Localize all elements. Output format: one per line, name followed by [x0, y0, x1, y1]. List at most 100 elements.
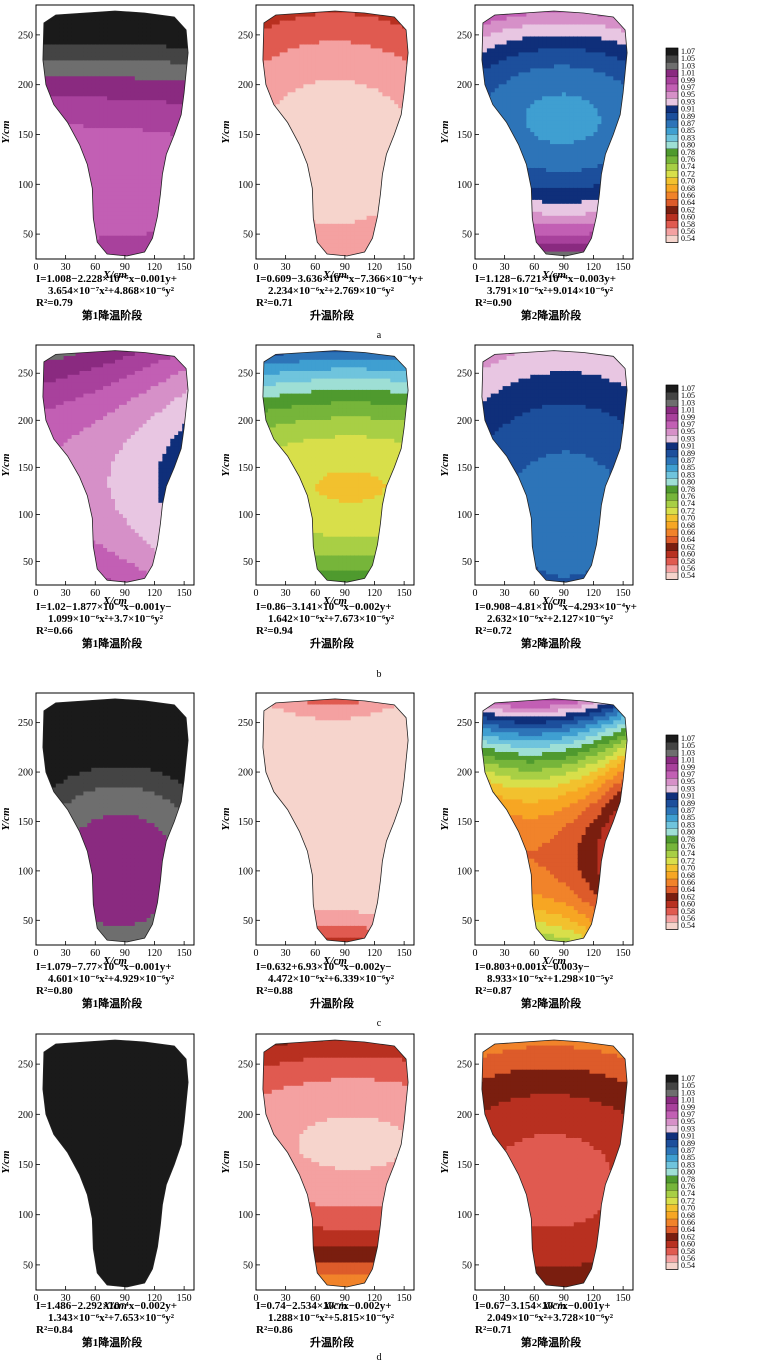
contour-cell	[331, 171, 336, 176]
contour-cell	[166, 19, 171, 25]
contour-cell	[315, 59, 320, 65]
contour-cell	[178, 231, 183, 236]
contour-cell	[130, 171, 136, 176]
contour-cell	[362, 63, 368, 69]
contour-cell	[182, 227, 187, 232]
contour-cell	[170, 191, 175, 196]
contour-cell	[307, 59, 312, 65]
contour-cell	[267, 35, 273, 41]
contour-cell	[386, 247, 391, 252]
contour-cell	[287, 139, 293, 145]
contour-cell	[283, 235, 289, 240]
contour-cell	[150, 47, 156, 53]
contour-cell	[335, 247, 340, 252]
contour-cell	[138, 107, 144, 113]
contour-cell	[99, 251, 104, 256]
contour-cell	[346, 12, 352, 17]
contour-cell	[170, 155, 175, 160]
contour-cell	[130, 151, 136, 156]
contour-cell	[386, 79, 391, 85]
contour-cell	[295, 147, 300, 152]
contour-cell	[338, 75, 344, 81]
contour-cell	[299, 155, 304, 160]
contour-cell	[299, 175, 304, 180]
contour-cell	[271, 31, 277, 37]
contour-cell	[36, 80, 41, 85]
contour-cell	[279, 75, 285, 81]
contour-cell	[358, 139, 364, 145]
contour-cell	[370, 91, 376, 97]
contour-cell	[79, 191, 85, 196]
contour-cell	[350, 215, 356, 220]
contour-cell	[335, 235, 340, 240]
contour-cell	[150, 39, 156, 45]
contour-cell	[366, 171, 372, 176]
contour-cell	[130, 175, 136, 180]
contour-cell	[374, 119, 379, 125]
contour-cell	[366, 175, 372, 180]
contour-cell	[386, 203, 391, 208]
contour-cell	[142, 211, 148, 216]
contour-cell	[256, 251, 261, 256]
contour-cell	[295, 83, 300, 89]
contour-cell	[170, 143, 175, 149]
contour-cell	[350, 127, 356, 133]
contour-cell	[346, 51, 352, 57]
contour-cell	[51, 211, 57, 216]
contour-cell	[291, 16, 297, 21]
contour-cell	[346, 31, 352, 37]
contour-cell	[142, 12, 148, 17]
contour-cell	[366, 203, 372, 208]
contour-cell	[390, 195, 395, 200]
contour-cell	[186, 95, 189, 101]
contour-cell	[370, 103, 376, 109]
contour-cell	[154, 23, 159, 29]
contour-cell	[75, 12, 81, 17]
contour-cell	[382, 27, 387, 33]
contour-cell	[154, 119, 159, 125]
contour-cell	[130, 39, 136, 45]
contour-cell	[79, 219, 85, 224]
contour-cell	[146, 67, 152, 73]
contour-cell	[382, 147, 387, 152]
contour-cell	[331, 187, 336, 192]
contour-cell	[138, 231, 144, 236]
contour-cell	[315, 107, 320, 113]
contour-cell	[303, 79, 308, 85]
contour-cell	[338, 47, 344, 53]
contour-cell	[267, 59, 273, 65]
contour-cell	[126, 175, 132, 180]
contour-cell	[390, 163, 395, 168]
contour-cell	[43, 95, 49, 101]
contour-cell	[303, 119, 308, 125]
contour-cell	[342, 151, 348, 156]
contour-cell	[134, 211, 140, 216]
contour-cell	[59, 51, 65, 57]
contour-cell	[402, 127, 407, 133]
contour-cell	[182, 155, 187, 160]
contour-cell	[36, 108, 41, 113]
contour-cell	[59, 71, 65, 77]
contour-cell	[303, 31, 308, 37]
contour-cell	[378, 11, 383, 13]
contour-cell	[362, 151, 368, 156]
contour-cell	[271, 39, 277, 45]
contour-cell	[370, 31, 376, 37]
contour-cell	[370, 147, 376, 152]
contour-cell	[174, 215, 179, 220]
contour-cell	[130, 219, 136, 224]
contour-cell	[315, 147, 320, 152]
contour-cell	[63, 227, 69, 232]
contour-cell	[331, 79, 336, 85]
contour-cell	[67, 223, 73, 228]
contour-cell	[87, 215, 92, 220]
contour-cell	[370, 127, 376, 133]
contour-cell	[307, 191, 312, 196]
contour-cell	[87, 195, 92, 200]
contour-cell	[71, 227, 77, 232]
contour-cell	[366, 163, 372, 168]
contour-cell	[67, 159, 73, 164]
contour-cell	[71, 27, 77, 33]
contour-cell	[107, 191, 112, 196]
contour-cell	[354, 135, 360, 141]
